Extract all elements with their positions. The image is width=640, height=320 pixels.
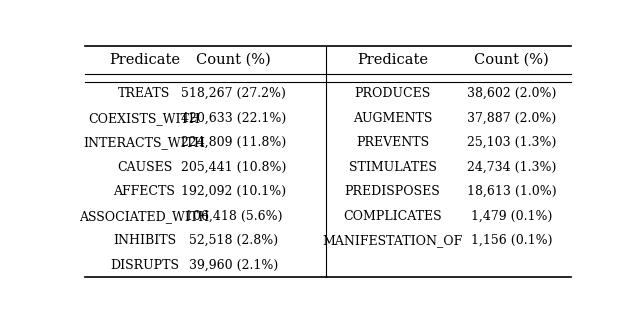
Text: DISRUPTS: DISRUPTS: [110, 259, 179, 272]
Text: INHIBITS: INHIBITS: [113, 234, 176, 247]
Text: Count (%): Count (%): [196, 53, 271, 67]
Text: 39,960 (2.1%): 39,960 (2.1%): [189, 259, 278, 272]
Text: Predicate: Predicate: [109, 53, 180, 67]
Text: INTERACTS_WITH: INTERACTS_WITH: [83, 136, 205, 149]
Text: PREDISPOSES: PREDISPOSES: [344, 185, 440, 198]
Text: 106,418 (5.6%): 106,418 (5.6%): [185, 210, 282, 223]
Text: 38,602 (2.0%): 38,602 (2.0%): [467, 87, 556, 100]
Text: 25,103 (1.3%): 25,103 (1.3%): [467, 136, 556, 149]
Text: 518,267 (27.2%): 518,267 (27.2%): [181, 87, 286, 100]
Text: 37,887 (2.0%): 37,887 (2.0%): [467, 112, 556, 125]
Text: COMPLICATES: COMPLICATES: [343, 210, 442, 223]
Text: 192,092 (10.1%): 192,092 (10.1%): [181, 185, 286, 198]
Text: 224,809 (11.8%): 224,809 (11.8%): [181, 136, 286, 149]
Text: STIMULATES: STIMULATES: [349, 161, 436, 174]
Text: PREVENTS: PREVENTS: [356, 136, 429, 149]
Text: 24,734 (1.3%): 24,734 (1.3%): [467, 161, 556, 174]
Text: 1,156 (0.1%): 1,156 (0.1%): [471, 234, 552, 247]
Text: Predicate: Predicate: [357, 53, 428, 67]
Text: 420,633 (22.1%): 420,633 (22.1%): [181, 112, 286, 125]
Text: MANIFESTATION_OF: MANIFESTATION_OF: [323, 234, 463, 247]
Text: CAUSES: CAUSES: [117, 161, 172, 174]
Text: TREATS: TREATS: [118, 87, 171, 100]
Text: PRODUCES: PRODUCES: [355, 87, 431, 100]
Text: COEXISTS_WITH: COEXISTS_WITH: [88, 112, 200, 125]
Text: AUGMENTS: AUGMENTS: [353, 112, 432, 125]
Text: 1,479 (0.1%): 1,479 (0.1%): [471, 210, 552, 223]
Text: ASSOCIATED_WITH: ASSOCIATED_WITH: [79, 210, 210, 223]
Text: 18,613 (1.0%): 18,613 (1.0%): [467, 185, 556, 198]
Text: AFFECTS: AFFECTS: [113, 185, 175, 198]
Text: 205,441 (10.8%): 205,441 (10.8%): [181, 161, 287, 174]
Text: 52,518 (2.8%): 52,518 (2.8%): [189, 234, 278, 247]
Text: Count (%): Count (%): [474, 53, 549, 67]
